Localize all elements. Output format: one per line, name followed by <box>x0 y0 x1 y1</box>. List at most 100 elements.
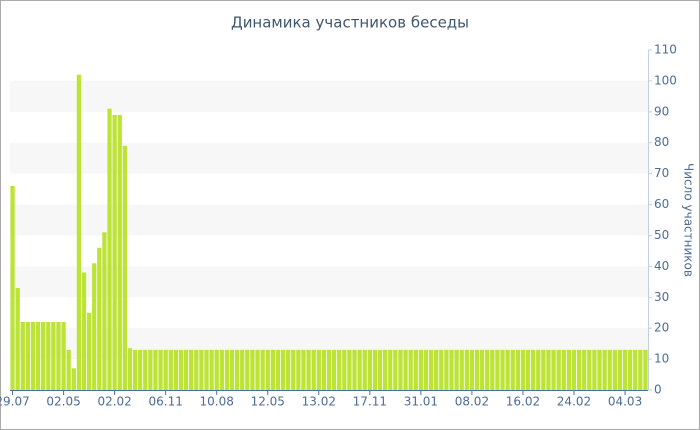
bar <box>250 349 255 390</box>
bar <box>46 322 51 390</box>
bar <box>474 349 480 390</box>
bar <box>66 349 71 390</box>
bar <box>408 349 413 390</box>
bar <box>234 349 240 390</box>
bar <box>525 349 531 390</box>
bar <box>331 349 337 390</box>
bar <box>291 349 296 390</box>
x-tick-label: 02.02 <box>97 395 131 409</box>
bar <box>138 349 143 390</box>
bar <box>597 349 602 390</box>
bar <box>81 272 87 390</box>
bar <box>163 349 168 390</box>
bar <box>485 349 490 390</box>
bar <box>209 349 214 390</box>
bar <box>158 349 163 390</box>
bar <box>444 349 449 390</box>
x-tick-label: 16.02 <box>506 395 540 409</box>
bar <box>576 349 582 390</box>
bar <box>41 322 46 390</box>
bar <box>434 349 439 390</box>
bar <box>20 322 25 390</box>
bar <box>362 349 367 390</box>
grid-band <box>10 142 648 174</box>
bar <box>301 349 306 390</box>
bar <box>280 349 286 390</box>
grid-band <box>10 80 648 112</box>
bar <box>127 348 133 390</box>
bar <box>15 288 20 390</box>
bar <box>316 349 321 390</box>
bar <box>132 349 138 390</box>
bar <box>571 349 577 390</box>
bar <box>423 349 429 390</box>
bar <box>582 349 587 390</box>
x-tick-label: 06.11 <box>148 395 182 409</box>
bar <box>561 349 566 390</box>
bar <box>275 349 281 390</box>
bar <box>224 349 230 390</box>
bar <box>622 349 628 390</box>
bar <box>372 349 378 390</box>
bar <box>122 145 127 390</box>
bar <box>500 349 505 390</box>
bar <box>86 312 92 390</box>
y-tick-label: 10 <box>654 352 669 366</box>
bar <box>245 349 250 390</box>
bar <box>357 349 362 390</box>
bar <box>352 349 357 390</box>
bar <box>556 349 561 390</box>
bar <box>76 74 82 391</box>
bar <box>403 349 408 390</box>
bar <box>102 232 107 390</box>
bar <box>173 349 179 390</box>
y-tick-label: 100 <box>654 73 677 87</box>
bar <box>10 186 15 390</box>
bar <box>337 349 342 390</box>
bar <box>536 349 541 390</box>
bar <box>454 349 459 390</box>
bar <box>607 349 612 390</box>
bar <box>541 349 546 390</box>
bar <box>587 349 592 390</box>
chart-title: Динамика участников беседы <box>231 14 469 32</box>
y-tick-label: 110 <box>654 43 677 57</box>
y-tick-label: 30 <box>654 290 669 304</box>
bar <box>418 349 424 390</box>
bar <box>469 349 475 390</box>
bar <box>311 349 316 390</box>
bar <box>627 349 633 390</box>
y-tick-label: 60 <box>654 197 669 211</box>
x-tick-label: 08.02 <box>455 395 489 409</box>
bar <box>229 349 235 390</box>
bar <box>439 349 444 390</box>
bar <box>546 349 551 390</box>
bar <box>189 349 194 390</box>
bar <box>92 263 97 390</box>
y-tick-label: 20 <box>654 321 669 335</box>
bar <box>168 349 173 390</box>
bar <box>479 349 485 390</box>
bar <box>178 349 184 390</box>
bar <box>377 349 383 390</box>
bar <box>321 349 327 390</box>
bar <box>30 322 36 390</box>
bar <box>97 247 102 390</box>
bar <box>633 349 638 390</box>
x-tick-label: 31.01 <box>404 395 438 409</box>
bar <box>107 108 112 391</box>
bar <box>459 349 464 390</box>
bar <box>286 349 291 390</box>
x-tick-label: 12.05 <box>251 395 285 409</box>
bar <box>398 349 403 390</box>
bar <box>25 322 31 390</box>
x-tick-label: 17.11 <box>353 395 387 409</box>
bar <box>617 349 623 390</box>
bar <box>428 349 434 390</box>
bar <box>112 114 117 390</box>
bar <box>367 349 372 390</box>
bar <box>240 349 245 390</box>
bar <box>515 349 520 390</box>
bar <box>71 368 76 390</box>
bar <box>61 322 66 390</box>
